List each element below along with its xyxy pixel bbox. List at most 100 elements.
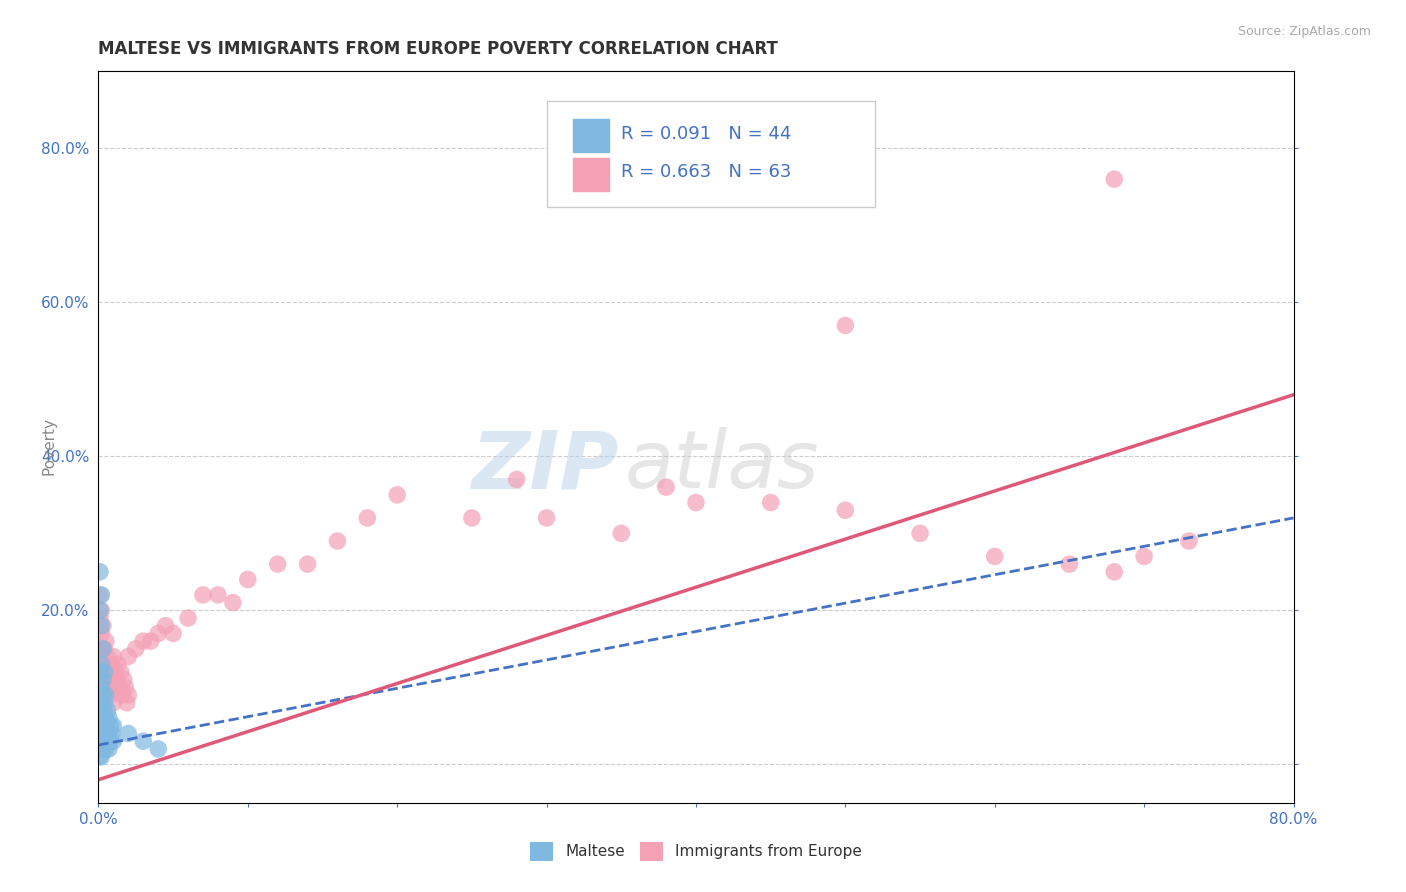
- Point: [101, 726, 124, 740]
- Point: [536, 511, 558, 525]
- Point: [148, 742, 170, 756]
- Point: [91, 618, 114, 632]
- Point: [610, 526, 633, 541]
- Point: [97, 711, 120, 725]
- Point: [91, 641, 114, 656]
- Point: [91, 742, 114, 756]
- Point: [96, 703, 118, 717]
- Point: [96, 665, 118, 679]
- Point: [90, 626, 112, 640]
- Point: [111, 688, 134, 702]
- FancyBboxPatch shape: [547, 101, 876, 207]
- Point: [759, 495, 782, 509]
- Point: [89, 565, 111, 579]
- Point: [96, 649, 118, 664]
- Point: [98, 688, 122, 702]
- Point: [108, 681, 131, 695]
- Point: [94, 673, 117, 687]
- Point: [101, 657, 124, 672]
- Point: [90, 588, 112, 602]
- Point: [326, 534, 349, 549]
- Point: [103, 719, 125, 733]
- Point: [110, 665, 132, 679]
- Point: [89, 719, 111, 733]
- Point: [90, 711, 112, 725]
- Point: [93, 719, 115, 733]
- Point: [506, 472, 529, 486]
- Point: [93, 665, 115, 679]
- Point: [103, 734, 125, 748]
- Point: [461, 511, 484, 525]
- Point: [90, 742, 112, 756]
- Point: [385, 488, 409, 502]
- Point: [89, 734, 111, 748]
- Point: [114, 681, 136, 695]
- Point: [1059, 557, 1081, 571]
- Point: [93, 696, 115, 710]
- Point: [89, 588, 111, 602]
- Point: [139, 634, 162, 648]
- Point: [125, 641, 148, 656]
- Point: [91, 711, 114, 725]
- Text: ZIP: ZIP: [471, 427, 619, 506]
- Point: [89, 749, 111, 764]
- Point: [98, 734, 122, 748]
- Point: [107, 657, 129, 672]
- Point: [112, 673, 135, 687]
- Point: [93, 734, 115, 748]
- Text: MALTESE VS IMMIGRANTS FROM EUROPE POVERTY CORRELATION CHART: MALTESE VS IMMIGRANTS FROM EUROPE POVERT…: [98, 40, 779, 58]
- Text: R = 0.091   N = 44: R = 0.091 N = 44: [620, 125, 792, 143]
- Point: [117, 688, 139, 702]
- Point: [117, 649, 139, 664]
- Point: [90, 749, 112, 764]
- Point: [93, 641, 115, 656]
- Point: [96, 734, 118, 748]
- Point: [91, 641, 114, 656]
- Point: [96, 726, 118, 740]
- Point: [834, 318, 856, 333]
- Point: [117, 726, 139, 740]
- Point: [94, 634, 117, 648]
- Legend: Maltese, Immigrants from Europe: Maltese, Immigrants from Europe: [522, 834, 870, 868]
- Point: [94, 688, 117, 702]
- Point: [91, 734, 114, 748]
- Point: [177, 611, 200, 625]
- Point: [685, 495, 707, 509]
- Point: [105, 673, 128, 687]
- Text: R = 0.663   N = 63: R = 0.663 N = 63: [620, 163, 792, 181]
- Point: [1178, 534, 1201, 549]
- Point: [834, 503, 856, 517]
- Point: [908, 526, 931, 541]
- Point: [98, 665, 122, 679]
- Bar: [572, 158, 609, 191]
- Point: [267, 557, 290, 571]
- Point: [91, 703, 114, 717]
- Point: [155, 618, 177, 632]
- Point: [97, 742, 120, 756]
- Point: [655, 480, 678, 494]
- Text: Poverty: Poverty: [42, 417, 56, 475]
- Point: [236, 573, 259, 587]
- Point: [89, 603, 111, 617]
- Point: [222, 596, 245, 610]
- Point: [207, 588, 229, 602]
- Bar: [572, 119, 609, 152]
- Point: [89, 696, 111, 710]
- Point: [94, 726, 117, 740]
- Point: [1104, 172, 1126, 186]
- Point: [89, 665, 111, 679]
- Point: [98, 719, 122, 733]
- Point: [90, 603, 112, 617]
- Point: [104, 665, 127, 679]
- Text: atlas: atlas: [624, 427, 820, 506]
- Point: [101, 673, 124, 687]
- Text: Source: ZipAtlas.com: Source: ZipAtlas.com: [1237, 25, 1371, 38]
- Point: [90, 726, 112, 740]
- Point: [89, 703, 111, 717]
- Point: [90, 681, 112, 695]
- Point: [297, 557, 319, 571]
- Point: [91, 673, 114, 687]
- Point: [103, 696, 125, 710]
- Point: [97, 657, 120, 672]
- Point: [115, 696, 138, 710]
